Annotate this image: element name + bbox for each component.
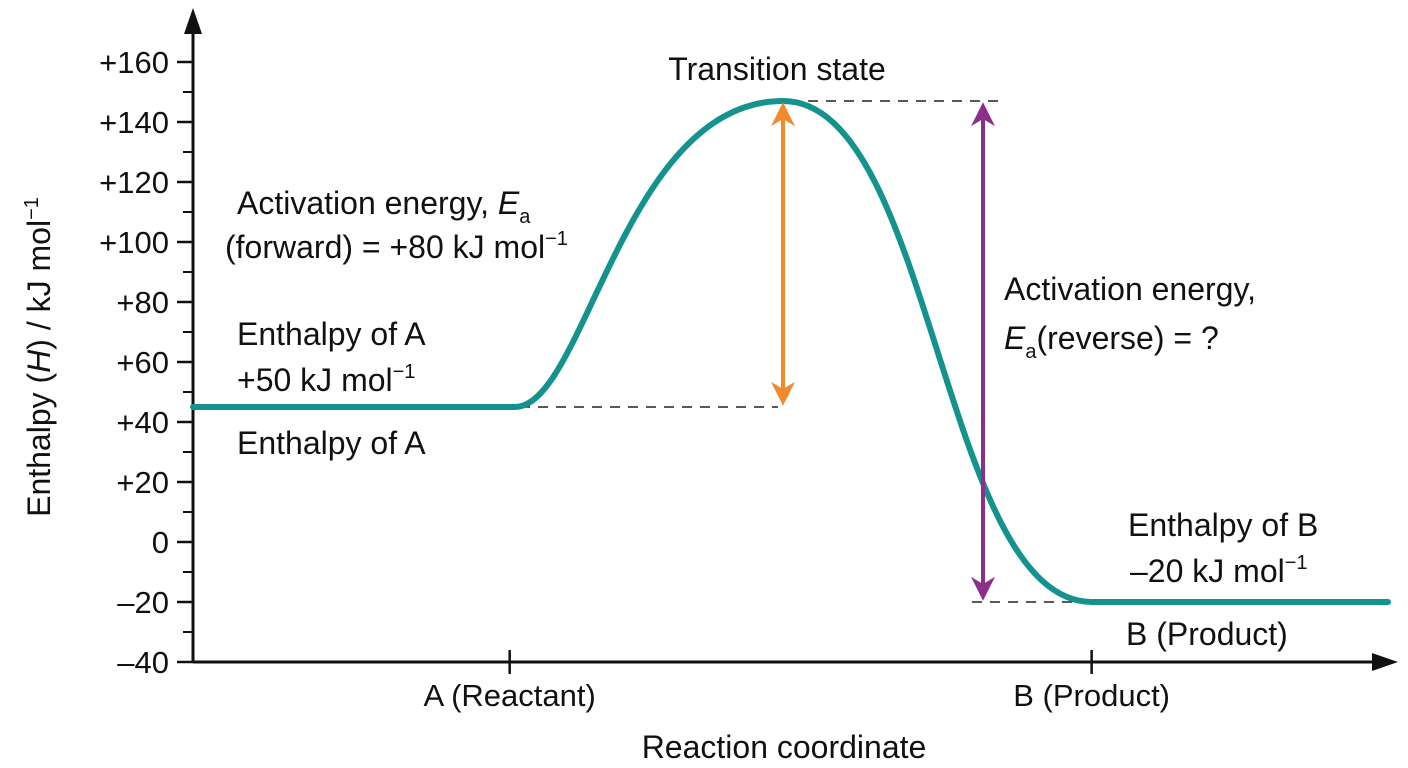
- ea-forward-label-line2: (forward) = +80 kJ mol−1: [225, 228, 568, 265]
- enthalpy-b-title: Enthalpy of B: [1128, 507, 1318, 543]
- y-tick-label: +160: [99, 45, 169, 80]
- enthalpy-a-value: +50 kJ mol−1: [237, 361, 415, 398]
- x-axis-arrowhead: [1372, 653, 1398, 671]
- y-tick-label: +40: [116, 405, 169, 440]
- x-ticks: A (Reactant) B (Product): [424, 650, 1170, 713]
- y-ticks: –40 –20 0 +20 +40 +60 +80 +100 +120 +140 +160: [99, 45, 193, 680]
- enthalpy-b-value: –20 kJ mol−1: [1130, 552, 1308, 589]
- y-tick-label: +140: [99, 105, 169, 140]
- b-product-level-label: B (Product): [1126, 616, 1288, 652]
- enthalpy-a-below-label: Enthalpy of A: [237, 425, 426, 461]
- y-tick-label: +80: [116, 285, 169, 320]
- ea-reverse-label-line2: Ea(reverse) = ?: [1004, 320, 1219, 363]
- axes: [184, 8, 1398, 671]
- x-tick-label: B (Product): [1013, 678, 1170, 713]
- ea-reverse-label-line1: Activation energy,: [1004, 271, 1256, 307]
- enthalpy-curve: [190, 97, 1391, 605]
- y-tick-label: +120: [99, 165, 169, 200]
- enthalpy-a-title: Enthalpy of A: [237, 316, 426, 352]
- y-tick-label: –20: [117, 585, 169, 620]
- x-tick-label: A (Reactant): [424, 678, 596, 713]
- y-tick-label: +60: [116, 345, 169, 380]
- y-tick-label: –40: [117, 645, 169, 680]
- x-axis-title: Reaction coordinate: [642, 729, 927, 765]
- ea-forward-label-line1: Activation energy, Ea: [237, 185, 531, 228]
- dashed-guides: [520, 100, 1088, 603]
- y-axis-arrowhead: [184, 8, 202, 34]
- y-tick-label: +20: [116, 465, 169, 500]
- transition-state-label: Transition state: [668, 51, 886, 87]
- y-axis-title: Enthalpy (H) / kJ mol−1: [21, 197, 57, 517]
- y-tick-label: 0: [152, 525, 169, 560]
- y-tick-label: +100: [99, 225, 169, 260]
